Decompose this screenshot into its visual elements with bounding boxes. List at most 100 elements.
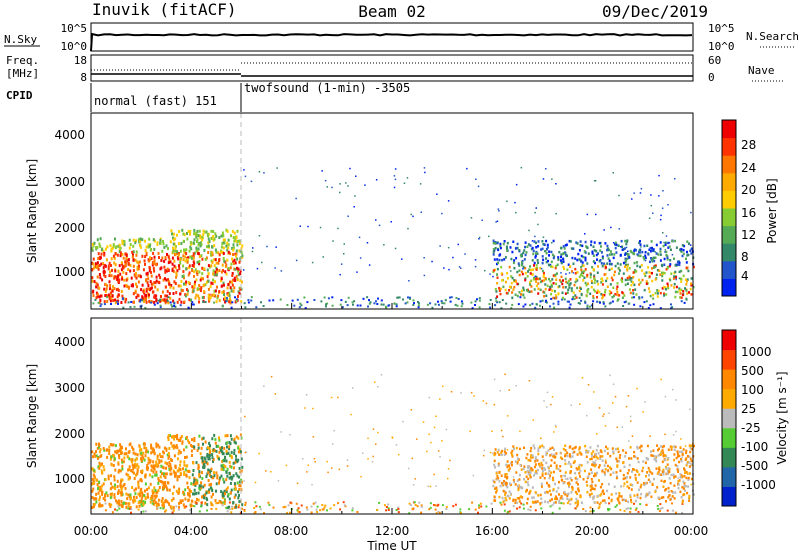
power-echo-cell <box>136 285 138 289</box>
velocity-echo-cell <box>490 502 493 505</box>
power-echo-cell <box>236 278 239 282</box>
power-echo-cell <box>131 250 134 254</box>
velocity-echo-cell <box>601 483 604 486</box>
velocity-echo-cell <box>555 464 558 467</box>
power-echo-cell <box>156 288 159 292</box>
power-colorbar-frame <box>721 119 737 297</box>
velocity-echo-cell <box>221 452 224 456</box>
power-ytick-3000: 3000 <box>54 175 85 189</box>
power-echo-cell <box>667 241 670 245</box>
velocity-echo-cell <box>600 492 603 496</box>
power-echo-cell <box>610 291 613 294</box>
power-echo-cell <box>96 261 99 265</box>
velocity-echo-cell <box>541 467 544 470</box>
velocity-echo-cell <box>418 501 421 504</box>
velocity-echo-cell <box>578 465 580 469</box>
power-echo-cell <box>164 277 166 281</box>
power-echo-cell <box>143 297 146 300</box>
power-echo-cell <box>635 249 637 252</box>
power-echo-cell <box>240 280 243 284</box>
power-echo-cell <box>510 281 513 285</box>
velocity-echo-cell <box>225 452 228 456</box>
power-echo-cell <box>225 272 228 276</box>
power-echo-cell <box>626 240 629 243</box>
velocity-echo-cell <box>678 450 681 454</box>
power-echo-cell <box>275 246 277 248</box>
power-echo-cell <box>210 281 213 285</box>
velocity-echo-cell <box>577 483 579 486</box>
power-echo-cell <box>478 236 481 239</box>
velocity-echo-cell <box>584 444 587 448</box>
velocity-echo-cell <box>586 484 589 487</box>
power-echo-cell <box>121 294 124 298</box>
velocity-echo-cell <box>435 512 438 515</box>
velocity-echo-cell <box>146 464 149 468</box>
power-echo-cell <box>109 270 112 274</box>
power-echo-cell <box>614 264 617 268</box>
velocity-echo-cell <box>128 457 131 461</box>
velocity-echo-cell <box>95 450 97 454</box>
power-echo-cell <box>198 284 201 287</box>
power-echo-cell <box>180 279 183 283</box>
velocity-echo-cell <box>593 474 595 478</box>
velocity-cbar-tick-500: 500 <box>741 364 764 378</box>
power-echo-cell <box>92 302 95 305</box>
velocity-echo-cell <box>137 485 140 489</box>
velocity-echo-cell <box>511 455 514 458</box>
velocity-echo-cell <box>109 496 112 500</box>
velocity-echo-cell <box>644 461 647 464</box>
cpid-mode-normal: normal (fast) 151 <box>94 94 217 108</box>
power-echo-cell <box>151 263 154 267</box>
power-echo-cell <box>541 261 544 265</box>
velocity-echo-cell <box>445 505 448 508</box>
power-echo-cell <box>580 266 583 269</box>
velocity-echo-cell <box>183 471 186 474</box>
power-echo-cell <box>152 266 155 270</box>
power-echo-cell <box>654 291 657 295</box>
power-echo-cell <box>511 250 514 254</box>
velocity-echo-cell <box>265 470 267 472</box>
power-echo-cell <box>506 247 508 250</box>
velocity-echo-cell <box>201 459 204 463</box>
power-echo-cell <box>519 296 522 299</box>
power-echo-cell <box>536 259 539 262</box>
velocity-echo-cell <box>528 380 531 382</box>
power-echo-cell <box>304 307 307 310</box>
velocity-echo-cell <box>552 476 554 480</box>
power-echo-cell <box>134 274 137 278</box>
velocity-echo-cell <box>541 444 544 447</box>
velocity-echo-cell <box>679 476 682 479</box>
power-echo-cell <box>110 257 113 261</box>
power-echo-cell <box>659 307 662 310</box>
power-echo-cell <box>618 272 621 275</box>
velocity-echo-cell <box>239 470 242 474</box>
velocity-echo-cell <box>176 469 179 473</box>
velocity-echo-cell <box>131 470 134 474</box>
velocity-echo-cell <box>681 453 684 457</box>
station-title: Inuvik (fitACF) <box>92 0 237 19</box>
velocity-echo-cell <box>121 467 124 471</box>
power-echo-cell <box>236 257 239 261</box>
velocity-echo-cell <box>503 480 505 483</box>
power-echo-cell <box>164 294 167 298</box>
power-echo-cell <box>119 246 122 250</box>
power-echo-cell <box>233 239 236 243</box>
power-echo-cell <box>613 270 616 274</box>
power-echo-cell <box>687 269 690 273</box>
power-echo-cell <box>476 298 478 301</box>
power-echo-cell <box>193 261 196 265</box>
velocity-echo-cell <box>230 456 233 460</box>
power-echo-cell <box>182 274 185 278</box>
power-echo-cell <box>602 302 605 305</box>
velocity-echo-cell <box>592 497 595 501</box>
velocity-echo-cell <box>603 471 606 474</box>
power-echo-cell <box>164 269 167 273</box>
velocity-echo-cell <box>534 460 537 463</box>
power-echo-cell <box>617 266 620 270</box>
velocity-echo-cell <box>202 436 205 440</box>
power-echo-cell <box>222 238 225 242</box>
velocity-echo-cell <box>591 487 594 490</box>
velocity-echo-cell <box>206 453 209 456</box>
power-echo-cell <box>678 287 681 290</box>
power-echo-cell <box>561 291 564 294</box>
